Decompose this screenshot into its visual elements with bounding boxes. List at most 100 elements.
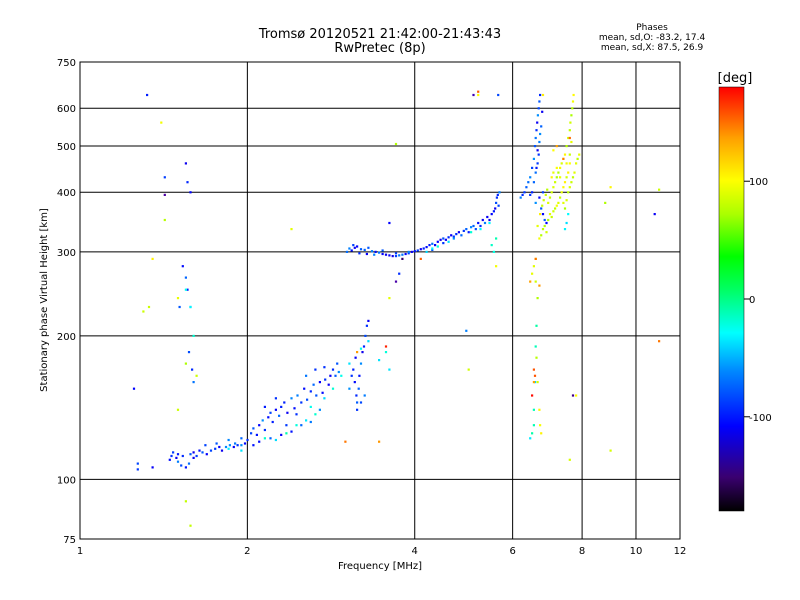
- data-point: [354, 356, 357, 359]
- data-point: [571, 107, 574, 110]
- data-point: [388, 221, 391, 225]
- data-point: [220, 449, 224, 452]
- data-point: [178, 305, 181, 309]
- data-point: [555, 204, 558, 207]
- data-point: [280, 405, 283, 408]
- data-point: [576, 157, 579, 160]
- data-point: [286, 411, 289, 414]
- data-point: [305, 419, 308, 422]
- data-point: [327, 383, 330, 386]
- data-point: [523, 191, 526, 194]
- data-point: [547, 218, 550, 222]
- data-point: [538, 237, 541, 240]
- data-point: [532, 424, 535, 427]
- data-point: [358, 252, 361, 255]
- data-point: [531, 272, 534, 275]
- data-point: [388, 254, 391, 257]
- data-point: [356, 351, 359, 354]
- data-point: [571, 176, 575, 179]
- data-point: [538, 100, 541, 103]
- data-point: [578, 153, 581, 156]
- data-point: [361, 351, 364, 354]
- data-point: [452, 235, 455, 238]
- data-point: [348, 247, 351, 250]
- data-point: [431, 248, 434, 251]
- data-point: [267, 416, 270, 419]
- data-point: [337, 370, 340, 374]
- data-point: [378, 440, 381, 443]
- y-axis-label: Stationary phase Virtual Height [km]: [39, 208, 50, 392]
- data-point: [490, 213, 493, 216]
- data-point: [565, 145, 568, 148]
- data-point: [359, 362, 363, 365]
- phase-info-o: mean, sd,O: -83.2, 17.4: [598, 33, 706, 43]
- data-point: [567, 191, 570, 194]
- data-point: [142, 310, 145, 313]
- data-point: [419, 257, 422, 260]
- data-point: [356, 245, 359, 248]
- data-point: [472, 224, 475, 228]
- data-point: [567, 171, 570, 174]
- data-point: [541, 93, 545, 97]
- data-point: [565, 162, 568, 165]
- data-point: [521, 193, 524, 196]
- data-point: [540, 234, 543, 237]
- data-point: [240, 437, 243, 440]
- data-point: [329, 374, 332, 377]
- data-point: [352, 244, 355, 247]
- x-tick-label: 1: [77, 546, 83, 557]
- data-point: [370, 250, 374, 253]
- data-point: [394, 280, 398, 283]
- chart-subtitle: RwPretec (8p): [334, 41, 426, 56]
- data-point: [263, 437, 266, 440]
- x-tick-label: 6: [509, 546, 515, 557]
- data-point: [283, 401, 286, 404]
- data-point: [163, 193, 166, 196]
- data-point: [565, 176, 568, 179]
- data-point: [444, 238, 447, 241]
- data-point: [570, 114, 573, 117]
- data-point: [533, 374, 537, 377]
- y-tick-label: 600: [57, 104, 76, 115]
- data-point: [147, 305, 151, 309]
- x-axis-label: Frequency [MHz]: [338, 561, 422, 572]
- data-point: [455, 233, 458, 236]
- data-point: [550, 191, 553, 194]
- data-point: [538, 284, 541, 287]
- data-point: [295, 424, 298, 427]
- data-point: [261, 419, 264, 422]
- data-point: [355, 394, 358, 397]
- data-point: [215, 442, 218, 445]
- data-point: [554, 181, 557, 184]
- data-point: [452, 237, 455, 240]
- data-point: [204, 444, 207, 447]
- data-point: [470, 226, 473, 229]
- data-point: [541, 228, 545, 231]
- data-point: [548, 196, 552, 199]
- data-point: [170, 454, 173, 458]
- chart-title: Tromsø 20120521 21:42:00-21:43:43: [258, 27, 502, 42]
- data-point: [497, 204, 500, 207]
- data-point: [315, 394, 318, 397]
- data-point: [567, 213, 570, 216]
- data-point: [189, 191, 192, 194]
- data-point: [410, 250, 413, 253]
- data-point: [205, 453, 208, 456]
- data-point: [340, 374, 343, 377]
- data-points: [132, 90, 661, 527]
- data-point: [363, 394, 366, 397]
- data-point: [394, 142, 398, 146]
- data-point: [353, 381, 356, 384]
- data-point: [356, 408, 359, 411]
- data-point: [534, 201, 537, 204]
- data-point: [416, 249, 419, 252]
- data-point: [168, 458, 171, 461]
- data-point: [529, 176, 532, 179]
- y-tick-label: 750: [57, 58, 76, 69]
- data-point: [189, 524, 192, 527]
- data-point: [191, 368, 194, 371]
- data-point: [151, 257, 154, 260]
- y-tick-label: 200: [57, 332, 76, 343]
- y-tick-label: 500: [57, 142, 76, 153]
- data-point: [483, 221, 487, 225]
